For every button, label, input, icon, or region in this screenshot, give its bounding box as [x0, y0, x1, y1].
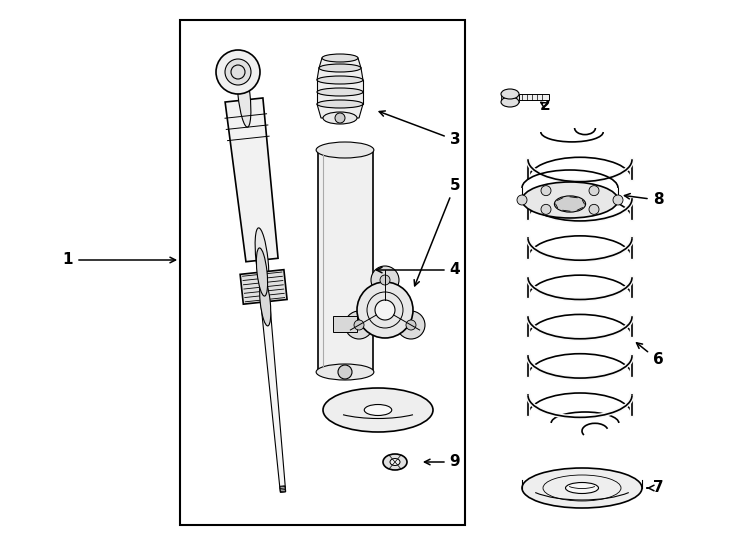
Circle shape	[225, 59, 251, 85]
Polygon shape	[261, 301, 286, 492]
Text: 6: 6	[636, 343, 664, 368]
Polygon shape	[240, 269, 287, 304]
Ellipse shape	[501, 89, 519, 99]
Polygon shape	[280, 486, 286, 492]
Ellipse shape	[316, 142, 374, 158]
Ellipse shape	[317, 76, 363, 84]
Text: 5: 5	[414, 178, 460, 286]
Ellipse shape	[237, 63, 251, 127]
Circle shape	[541, 204, 551, 214]
Circle shape	[589, 204, 599, 214]
Ellipse shape	[322, 54, 358, 62]
Text: 3: 3	[379, 111, 460, 147]
Ellipse shape	[255, 228, 269, 292]
Ellipse shape	[316, 364, 374, 380]
Polygon shape	[317, 80, 363, 92]
Text: 2: 2	[539, 98, 550, 112]
Ellipse shape	[256, 248, 268, 296]
Ellipse shape	[383, 454, 407, 470]
Polygon shape	[317, 104, 363, 118]
Bar	[180, 20, 465, 525]
Ellipse shape	[522, 468, 642, 508]
Polygon shape	[317, 92, 363, 104]
Circle shape	[613, 195, 623, 205]
Circle shape	[345, 311, 373, 339]
Ellipse shape	[554, 196, 586, 212]
Bar	[501, 94, 519, 102]
Text: 4: 4	[377, 262, 460, 278]
Circle shape	[371, 266, 399, 294]
Circle shape	[216, 50, 260, 94]
Circle shape	[380, 275, 390, 285]
Text: 9: 9	[424, 455, 460, 469]
Bar	[519, 94, 549, 100]
Circle shape	[541, 186, 551, 195]
Ellipse shape	[323, 388, 433, 432]
Ellipse shape	[501, 97, 519, 107]
Circle shape	[375, 300, 395, 320]
Ellipse shape	[317, 100, 363, 108]
Ellipse shape	[260, 278, 271, 326]
Ellipse shape	[319, 64, 361, 72]
Ellipse shape	[565, 483, 598, 494]
Circle shape	[354, 320, 364, 330]
Polygon shape	[319, 58, 361, 68]
Text: 1: 1	[62, 253, 175, 267]
Circle shape	[335, 113, 345, 123]
Bar	[333, 316, 357, 332]
Circle shape	[406, 320, 416, 330]
Ellipse shape	[323, 112, 357, 124]
Circle shape	[338, 365, 352, 379]
Ellipse shape	[364, 404, 392, 415]
Circle shape	[589, 186, 599, 195]
Circle shape	[397, 311, 425, 339]
Ellipse shape	[317, 88, 363, 96]
Bar	[318, 150, 372, 372]
Circle shape	[517, 195, 527, 205]
Circle shape	[357, 282, 413, 338]
Ellipse shape	[522, 182, 618, 218]
Polygon shape	[317, 68, 363, 80]
Text: 7: 7	[647, 481, 664, 496]
Text: 8: 8	[625, 192, 664, 207]
Ellipse shape	[390, 458, 400, 465]
Polygon shape	[225, 98, 278, 262]
